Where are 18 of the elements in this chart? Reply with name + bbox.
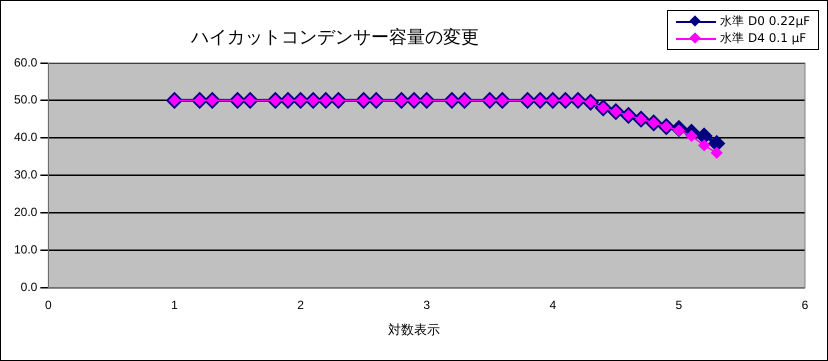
x-axis-title: 対数表示 [387, 322, 441, 339]
y-tick-label: 30.0 [14, 168, 38, 182]
x-tick-label: 1 [171, 298, 178, 312]
y-tick-label: 20.0 [14, 205, 38, 220]
legend-label: 水準 D4 0.1 μF [720, 30, 806, 47]
y-tick-label: 10.0 [14, 242, 38, 256]
y-tick-label: 60.0 [14, 55, 38, 70]
x-tick-label: 3 [423, 298, 430, 312]
chart-title: ハイカットコンデンサー容量の変更 [191, 26, 479, 49]
y-tick-label: 40.0 [14, 130, 38, 144]
x-tick-label: 4 [549, 298, 556, 312]
x-tick-label: 2 [297, 298, 304, 312]
x-tick-label: 6 [802, 298, 809, 312]
x-tick-label: 0 [45, 298, 52, 312]
y-tick-label: 50.0 [14, 92, 38, 107]
legend-label: 水準 D0 0.22μF [720, 13, 810, 30]
x-tick-label: 5 [676, 298, 683, 312]
y-tick-label: 0.0 [20, 280, 38, 294]
